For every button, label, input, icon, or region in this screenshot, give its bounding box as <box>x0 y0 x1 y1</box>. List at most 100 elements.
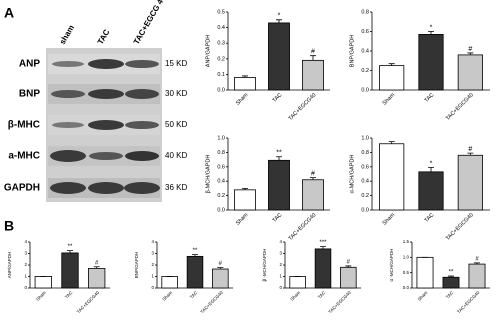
blot-column-label: TAC+EGCG 40 <box>132 0 168 46</box>
bar <box>61 252 79 289</box>
x-tick-label: TAC <box>189 289 199 299</box>
error-bar <box>345 265 352 268</box>
error-bar <box>276 19 282 23</box>
bar <box>268 159 290 211</box>
blot-row-label: ANP <box>19 59 40 70</box>
bar <box>161 276 178 289</box>
bar <box>234 189 256 211</box>
bar <box>418 34 444 91</box>
y-axis-label: β-MCH/GAPDH <box>205 155 211 194</box>
x-tick-label: Sham <box>235 212 250 227</box>
western-blot <box>46 48 162 202</box>
x-tick-label: TAC+EGCG40 <box>76 290 101 315</box>
y-tick-label: 0.2 <box>217 56 225 62</box>
x-tick-label: Sham <box>289 290 301 302</box>
bar <box>302 59 324 91</box>
bar <box>302 179 324 211</box>
y-tick-label: 1 <box>24 274 27 279</box>
y-tick-label: 0 <box>24 285 27 290</box>
significance-label: # <box>311 170 315 177</box>
x-tick-label: Sham <box>382 212 397 227</box>
y-tick-label: 0.2 <box>361 193 369 199</box>
x-tick-label: TAC <box>272 92 284 104</box>
error-bar <box>310 177 316 180</box>
blot-row-label: GAPDH <box>4 183 40 194</box>
y-tick-label: 0.0 <box>403 285 410 290</box>
y-axis-label: α-MCH/GAPDH <box>349 155 355 194</box>
x-tick-label: TAC <box>317 289 327 299</box>
x-tick-label: TAC <box>64 289 74 299</box>
error-bar <box>67 250 73 253</box>
significance-label: * <box>430 24 433 31</box>
blot-column-label: sham <box>58 23 76 46</box>
significance-label: ** <box>193 248 198 254</box>
bar <box>457 154 483 211</box>
y-tick-label: 0.4 <box>361 48 369 54</box>
x-tick-label: TAC+EGCG40 <box>445 212 475 242</box>
x-tick-label: TAC <box>424 92 436 104</box>
bar <box>418 171 444 211</box>
error-bar <box>428 167 434 172</box>
bar <box>234 77 256 91</box>
y-tick-label: 2 <box>279 262 282 267</box>
bar <box>379 65 405 91</box>
blot-row-label: β-MHC <box>8 120 40 131</box>
significance-label: # <box>347 259 351 265</box>
y-tick-label: 0 <box>151 285 154 290</box>
y-axis-label: ANP/GAPDH <box>7 252 12 279</box>
error-bar <box>217 267 224 270</box>
significance-label: ** <box>449 270 454 276</box>
y-tick-label: 1.0 <box>217 135 225 141</box>
y-tick-label: 0.0 <box>217 207 225 213</box>
bar <box>289 276 306 289</box>
y-axis-label: BNP/GAPDH <box>349 35 355 67</box>
y-tick-label: 3 <box>279 251 282 256</box>
error-bar <box>467 52 474 55</box>
error-bar <box>242 188 248 190</box>
bar <box>88 268 106 289</box>
y-axis-label: α -MCH/GAPDH <box>389 249 394 282</box>
y-tick-label: 0.2 <box>361 68 369 74</box>
y-tick-label: 0.5 <box>217 9 225 15</box>
x-tick-label: TAC+EGCG40 <box>288 92 318 122</box>
y-tick-label: 0.4 <box>361 179 369 185</box>
y-tick-label: 0.1 <box>217 72 225 78</box>
y-tick-label: 1.0 <box>361 135 369 141</box>
error-bar <box>388 63 395 66</box>
bar <box>186 255 204 289</box>
y-tick-label: 0.4 <box>217 179 225 185</box>
x-tick-label: TAC+EGCG40 <box>199 290 224 315</box>
y-tick-label: 0.3 <box>217 41 225 47</box>
bar <box>212 268 229 289</box>
y-tick-label: 2 <box>151 262 154 267</box>
y-tick-label: 1 <box>151 274 154 279</box>
blot-row-label: BNP <box>19 89 40 100</box>
y-tick-label: 0.0 <box>217 87 225 93</box>
blot-size-label: 40 KD <box>165 151 187 160</box>
y-tick-label: 0.6 <box>361 164 369 170</box>
blot-size-label: 50 KD <box>165 120 187 129</box>
y-tick-label: 2 <box>24 262 27 267</box>
significance-label: # <box>95 260 99 266</box>
y-tick-label: 0 <box>279 285 282 290</box>
error-bar <box>388 141 395 144</box>
y-tick-label: 0.0 <box>361 87 369 93</box>
bar <box>268 22 290 91</box>
y-tick-label: 0.6 <box>217 164 225 170</box>
bar <box>442 276 460 289</box>
error-bar <box>320 246 326 249</box>
bar <box>468 263 486 289</box>
y-axis-label: BNP/GAPDH <box>134 252 139 279</box>
y-tick-label: 0.5 <box>403 270 410 275</box>
error-bar <box>192 254 198 257</box>
panel-label: B <box>4 218 14 234</box>
significance-label: ** <box>68 244 73 250</box>
x-tick-label: Sham <box>417 290 429 302</box>
bar <box>416 256 434 289</box>
error-bar <box>276 156 282 161</box>
y-tick-label: 0.6 <box>361 29 369 35</box>
y-tick-label: 1.0 <box>403 255 410 260</box>
y-tick-label: 0.0 <box>361 207 369 213</box>
y-tick-label: 3 <box>24 251 27 256</box>
